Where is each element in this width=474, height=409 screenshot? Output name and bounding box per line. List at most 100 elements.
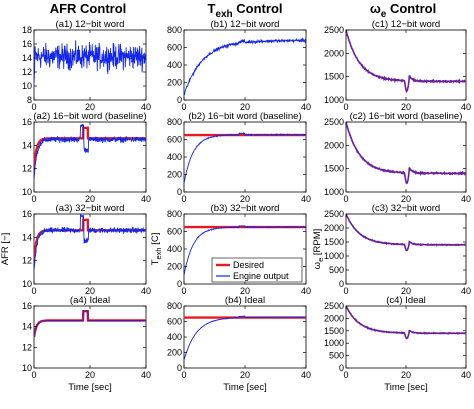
panel-a2: (a2) 16−bit word (baseline) 0 20 40 10 12 14 16 — [22, 111, 151, 204]
y-tick-label: 1000 — [324, 251, 344, 261]
y-tick-label: 2000 — [324, 48, 344, 58]
series-engine-line — [184, 37, 306, 96]
legend-box — [211, 257, 303, 283]
x-tick-label: 40 — [461, 194, 471, 204]
panel-a1: (a1) 12−bit word 0 20 40 8 10 12 14 16 18 — [22, 19, 151, 112]
panel-title: (a2) 16−bit word (baseline) — [33, 111, 146, 122]
x-tick-label: 40 — [141, 102, 151, 112]
plot-area — [183, 121, 307, 193]
x-tick-label: 20 — [401, 286, 411, 296]
panel-title: (b3) 32−bit word — [211, 203, 280, 214]
y-tick-label: 12 — [22, 342, 32, 352]
series-group — [34, 40, 146, 85]
y-tick-label: 200 — [167, 262, 182, 272]
series-group — [346, 306, 466, 340]
y-tick-label: 600 — [167, 135, 182, 145]
x-tick-label: 0 — [181, 286, 186, 296]
column-titles: AFR Control Texh Control ωe Control — [50, 1, 436, 20]
y-tick-label: 2500 — [324, 301, 344, 311]
y-tick-label: 1000 — [324, 187, 344, 197]
x-tick-label: 40 — [461, 286, 471, 296]
column-title-0: AFR Control — [50, 1, 127, 16]
x-tick-label: 40 — [301, 370, 311, 380]
y-tick-label: 0 — [177, 279, 182, 289]
x-tick-label: 20 — [85, 370, 95, 380]
y-axis-label: ωe [RPM] — [312, 229, 325, 270]
plot-area — [33, 29, 147, 101]
y-tick-label: 12 — [22, 256, 32, 266]
legend-engine-label: Engine output — [233, 271, 289, 281]
series-engine-line — [184, 131, 306, 184]
panel-title: (b4) Ideal — [225, 295, 265, 306]
y-tick-label: 10 — [22, 187, 32, 197]
series-engine-line — [184, 224, 306, 276]
panel-b2: (b2) 16−bit word (baseline)0 20 4002004006… — [167, 111, 311, 204]
y-tick-label: 12 — [22, 164, 32, 174]
y-tick-label: 200 — [167, 348, 182, 358]
x-tick-label: 0 — [343, 194, 348, 204]
x-axis-label: Time [sec] — [223, 382, 266, 393]
y-tick-label: 0 — [339, 279, 344, 289]
series-engine-line — [184, 315, 306, 361]
plot-area — [33, 121, 147, 193]
x-tick-label: 0 — [181, 194, 186, 204]
panel-a4: (a4) Ideal 0 20 40 10 12 14 16 Time [sec] — [22, 295, 151, 393]
y-tick-label: 2000 — [324, 140, 344, 150]
y-axis-label: AFR [−] — [0, 233, 11, 265]
y-tick-label: 1500 — [324, 326, 344, 336]
series-group — [346, 30, 466, 94]
y-tick-label: 18 — [22, 25, 32, 35]
y-tick-label: 600 — [167, 227, 182, 237]
legend-desired-label: Desired — [233, 260, 264, 270]
series-group — [34, 124, 146, 181]
plot-area — [33, 213, 147, 285]
y-tick-label: 600 — [167, 43, 182, 53]
x-tick-label: 40 — [301, 102, 311, 112]
column-title-2: ωe Control — [370, 1, 436, 20]
x-tick-label: 20 — [85, 286, 95, 296]
y-tick-label: 2500 — [324, 25, 344, 35]
x-tick-label: 20 — [240, 286, 250, 296]
series-group — [184, 315, 306, 361]
y-tick-label: 0 — [177, 95, 182, 105]
x-tick-label: 0 — [343, 102, 348, 112]
column-title-1: Texh Control — [207, 1, 282, 20]
panel-c4: (c4) Ideal 0 20 40 0 500 1000 1500 2000 2500 Time … — [324, 295, 471, 393]
panel-title: (b1) 12−bit word — [211, 19, 280, 30]
x-tick-label: 0 — [31, 194, 36, 204]
series-group — [184, 224, 306, 276]
series-purple-line — [346, 30, 466, 94]
y-tick-label: 600 — [167, 317, 182, 327]
y-tick-label: 1000 — [324, 95, 344, 105]
series-engine-line — [34, 124, 146, 181]
plot-area — [33, 305, 147, 369]
series-group — [34, 310, 146, 338]
y-tick-label: 800 — [167, 25, 182, 35]
x-tick-label: 20 — [85, 102, 95, 112]
panel-c3: (c3) 32−bit word 0 20 40 0 500 1000 1500 2000 250… — [312, 203, 471, 296]
x-tick-label: 40 — [141, 286, 151, 296]
series-engine-line — [34, 310, 146, 338]
x-tick-label: 40 — [301, 194, 311, 204]
x-tick-label: 0 — [31, 102, 36, 112]
y-tick-label: 16 — [22, 39, 32, 49]
x-tick-label: 40 — [461, 102, 471, 112]
y-tick-label: 0 — [339, 363, 344, 373]
x-tick-label: 20 — [401, 102, 411, 112]
x-tick-label: 20 — [401, 194, 411, 204]
y-tick-label: 14 — [22, 140, 32, 150]
panel-title: (a3) 32−bit word — [56, 203, 125, 214]
y-tick-label: 0 — [177, 187, 182, 197]
y-tick-label: 14 — [22, 53, 32, 63]
series-purple-line — [346, 122, 466, 185]
y-tick-label: 16 — [22, 301, 32, 311]
x-tick-label: 0 — [31, 286, 36, 296]
panel-title: (c1) 12−bit word — [372, 19, 440, 30]
y-tick-label: 16 — [22, 209, 32, 219]
series-purple-line — [346, 306, 466, 340]
x-tick-label: 0 — [343, 286, 348, 296]
y-tick-label: 14 — [22, 322, 32, 332]
panel-title: (a4) Ideal — [70, 295, 110, 306]
series-group — [346, 214, 466, 252]
